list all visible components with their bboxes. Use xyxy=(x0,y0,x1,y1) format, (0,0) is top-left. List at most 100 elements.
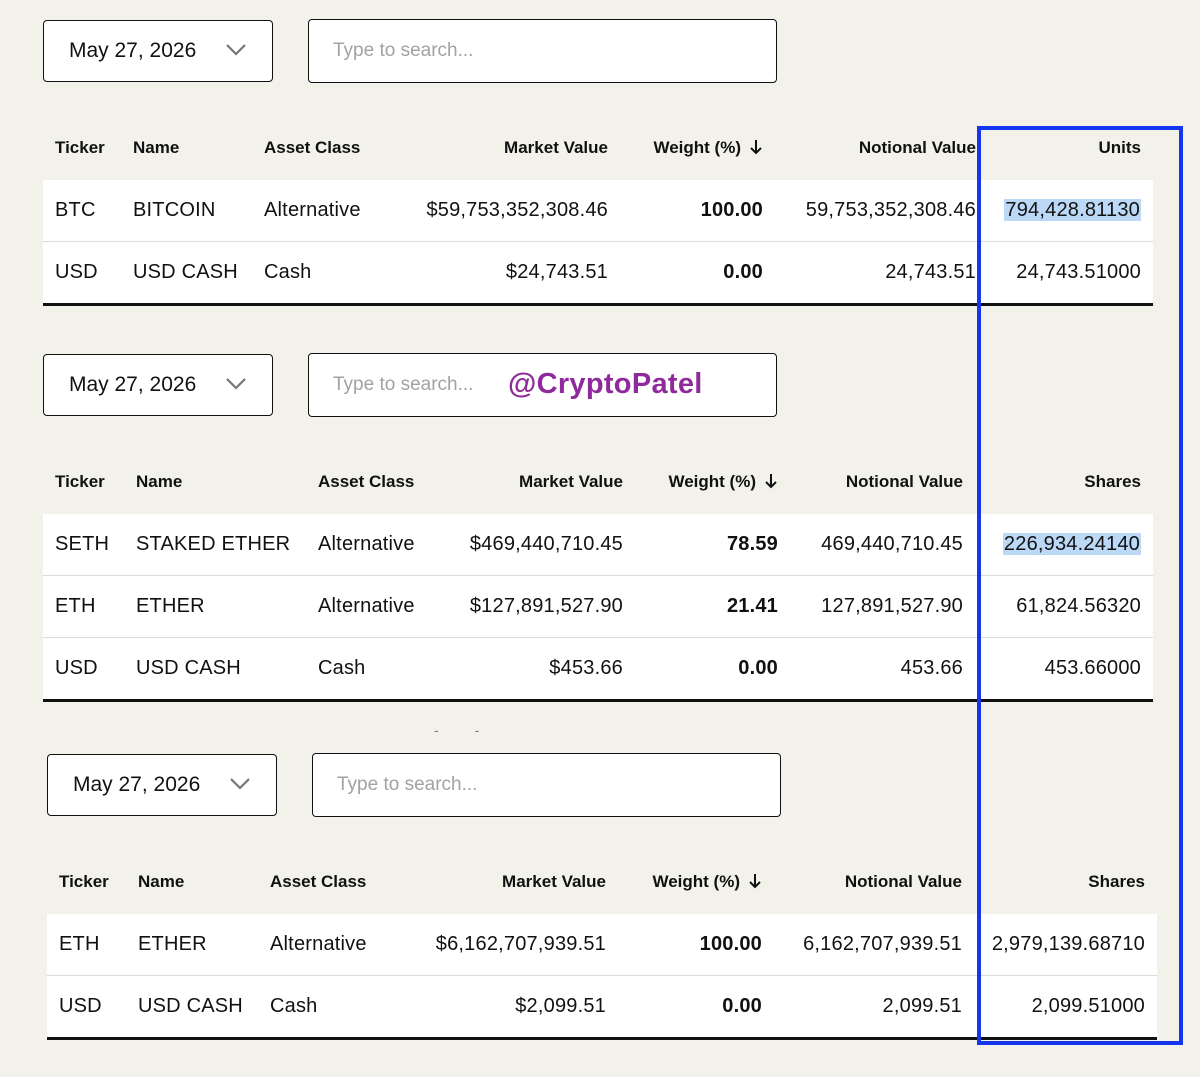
asset-class-cell: Alternative xyxy=(306,575,431,638)
column-header-label: Weight (%) xyxy=(668,472,756,491)
table-row[interactable]: SETH STAKED ETHER Alternative $469,440,7… xyxy=(43,514,1153,576)
search-placeholder: Type to search... xyxy=(337,774,478,795)
units-cell: 794,428.81130 xyxy=(988,180,1153,242)
table-row[interactable]: BTC BITCOIN Alternative $59,753,352,308.… xyxy=(43,180,1153,242)
market-value-cell: $469,440,710.45 xyxy=(431,514,635,576)
weight-cell: 100.00 xyxy=(620,180,775,242)
weight-cell: 78.59 xyxy=(635,514,790,576)
table-row[interactable]: ETH ETHER Alternative $6,162,707,939.51 … xyxy=(47,914,1157,976)
holdings-table: Ticker Name Asset Class Market Value Wei… xyxy=(43,450,1153,702)
market-value-cell: $59,753,352,308.46 xyxy=(386,180,620,242)
column-header[interactable]: Shares xyxy=(1084,472,1141,491)
search-placeholder: Type to search... xyxy=(333,374,474,395)
column-header-label: Weight (%) xyxy=(653,138,741,157)
name-cell: ETHER xyxy=(124,575,306,638)
asset-class-cell: Cash xyxy=(258,975,394,1040)
column-header[interactable]: Shares xyxy=(1088,872,1145,891)
watermark: @CryptoPatel xyxy=(508,368,703,400)
notional-value-cell: 453.66 xyxy=(790,637,975,702)
notional-value-cell: 6,162,707,939.51 xyxy=(774,914,974,976)
holdings-table: Ticker Name Asset Class Market Value Wei… xyxy=(43,116,1153,306)
shares-cell: 61,824.56320 xyxy=(975,575,1153,638)
date-select[interactable]: May 27, 2026 xyxy=(47,754,277,816)
ticker-cell: BTC xyxy=(43,180,121,242)
ticker-cell: USD xyxy=(43,241,121,306)
column-header-label: Weight (%) xyxy=(652,872,740,891)
column-header-sorted[interactable]: Weight (%) xyxy=(620,116,775,180)
market-value-cell: $453.66 xyxy=(431,637,635,702)
notional-value-cell: 59,753,352,308.46 xyxy=(775,180,988,242)
shares-cell: 453.66000 xyxy=(975,637,1153,702)
column-header[interactable]: Units xyxy=(1098,138,1142,157)
name-cell: BITCOIN xyxy=(121,180,252,242)
date-select[interactable]: May 27, 2026 xyxy=(43,20,273,82)
column-header-sorted[interactable]: Weight (%) xyxy=(618,850,774,914)
asset-class-cell: Alternative xyxy=(258,914,394,976)
name-cell: STAKED ETHER xyxy=(124,514,306,576)
arrow-down-icon xyxy=(750,140,762,155)
date-value: May 27, 2026 xyxy=(73,773,201,796)
column-header[interactable]: Ticker xyxy=(59,872,109,891)
shares-cell: 2,099.51000 xyxy=(974,975,1157,1040)
notional-value-cell: 469,440,710.45 xyxy=(790,514,975,576)
chevron-down-icon xyxy=(226,378,246,390)
selected-text: 226,934.24140 xyxy=(1002,533,1141,555)
ticker-cell: USD xyxy=(47,975,126,1040)
search-input[interactable]: Type to search... @CryptoPatel xyxy=(308,353,777,417)
ticker-cell: USD xyxy=(43,637,124,702)
column-header[interactable]: Name xyxy=(133,138,180,157)
column-header[interactable]: Ticker xyxy=(55,138,105,157)
column-header[interactable]: Market Value xyxy=(504,138,608,157)
column-header[interactable]: Name xyxy=(138,872,185,891)
search-input[interactable]: Type to search... xyxy=(308,19,777,83)
column-header[interactable]: Asset Class xyxy=(318,472,415,491)
column-header[interactable]: Notional Value xyxy=(844,872,962,891)
column-header[interactable]: Notional Value xyxy=(858,138,976,157)
column-header[interactable]: Asset Class xyxy=(264,138,361,157)
date-value: May 27, 2026 xyxy=(69,373,197,396)
name-cell: USD CASH xyxy=(126,975,258,1040)
column-header[interactable]: Market Value xyxy=(519,472,623,491)
date-value: May 27, 2026 xyxy=(69,39,197,62)
weight-cell: 0.00 xyxy=(618,975,774,1040)
table-header-row: Ticker Name Asset Class Market Value Wei… xyxy=(43,116,1153,180)
weight-cell: 21.41 xyxy=(635,575,790,638)
weight-cell: 100.00 xyxy=(618,914,774,976)
holdings-table: Ticker Name Asset Class Market Value Wei… xyxy=(47,850,1157,1040)
name-cell: USD CASH xyxy=(121,241,252,306)
column-header[interactable]: Market Value xyxy=(502,872,606,891)
notional-value-cell: 24,743.51 xyxy=(775,241,988,306)
market-value-cell: $6,162,707,939.51 xyxy=(394,914,618,976)
asset-class-cell: Cash xyxy=(306,637,431,702)
table-row[interactable]: USD USD CASH Cash $453.66 0.00 453.66 45… xyxy=(43,637,1153,702)
shares-cell: 226,934.24140 xyxy=(975,514,1153,576)
chevron-down-icon xyxy=(226,44,246,56)
asset-class-cell: Alternative xyxy=(252,180,386,242)
column-header[interactable]: Ticker xyxy=(55,472,105,491)
market-value-cell: $2,099.51 xyxy=(394,975,618,1040)
table-row[interactable]: ETH ETHER Alternative $127,891,527.90 21… xyxy=(43,575,1153,638)
asset-class-cell: Cash xyxy=(252,241,386,306)
column-header[interactable]: Name xyxy=(136,472,183,491)
chevron-down-icon xyxy=(230,778,250,790)
name-cell: USD CASH xyxy=(124,637,306,702)
asset-class-cell: Alternative xyxy=(306,514,431,576)
weight-cell: 0.00 xyxy=(620,241,775,306)
arrow-down-icon xyxy=(749,874,761,889)
date-select[interactable]: May 27, 2026 xyxy=(43,354,273,416)
market-value-cell: $127,891,527.90 xyxy=(431,575,635,638)
column-header[interactable]: Asset Class xyxy=(270,872,367,891)
arrow-down-icon xyxy=(765,474,777,489)
divider-marks: -- xyxy=(434,722,516,738)
ticker-cell: SETH xyxy=(43,514,124,576)
table-row[interactable]: USD USD CASH Cash $24,743.51 0.00 24,743… xyxy=(43,241,1153,306)
search-placeholder: Type to search... xyxy=(333,40,474,61)
ticker-cell: ETH xyxy=(47,914,126,976)
table-row[interactable]: USD USD CASH Cash $2,099.51 0.00 2,099.5… xyxy=(47,975,1157,1040)
column-header[interactable]: Notional Value xyxy=(845,472,963,491)
column-header-sorted[interactable]: Weight (%) xyxy=(635,450,790,514)
weight-cell: 0.00 xyxy=(635,637,790,702)
selected-text: 794,428.81130 xyxy=(1004,199,1141,221)
search-input[interactable]: Type to search... xyxy=(312,753,781,817)
table-header-row: Ticker Name Asset Class Market Value Wei… xyxy=(47,850,1157,914)
